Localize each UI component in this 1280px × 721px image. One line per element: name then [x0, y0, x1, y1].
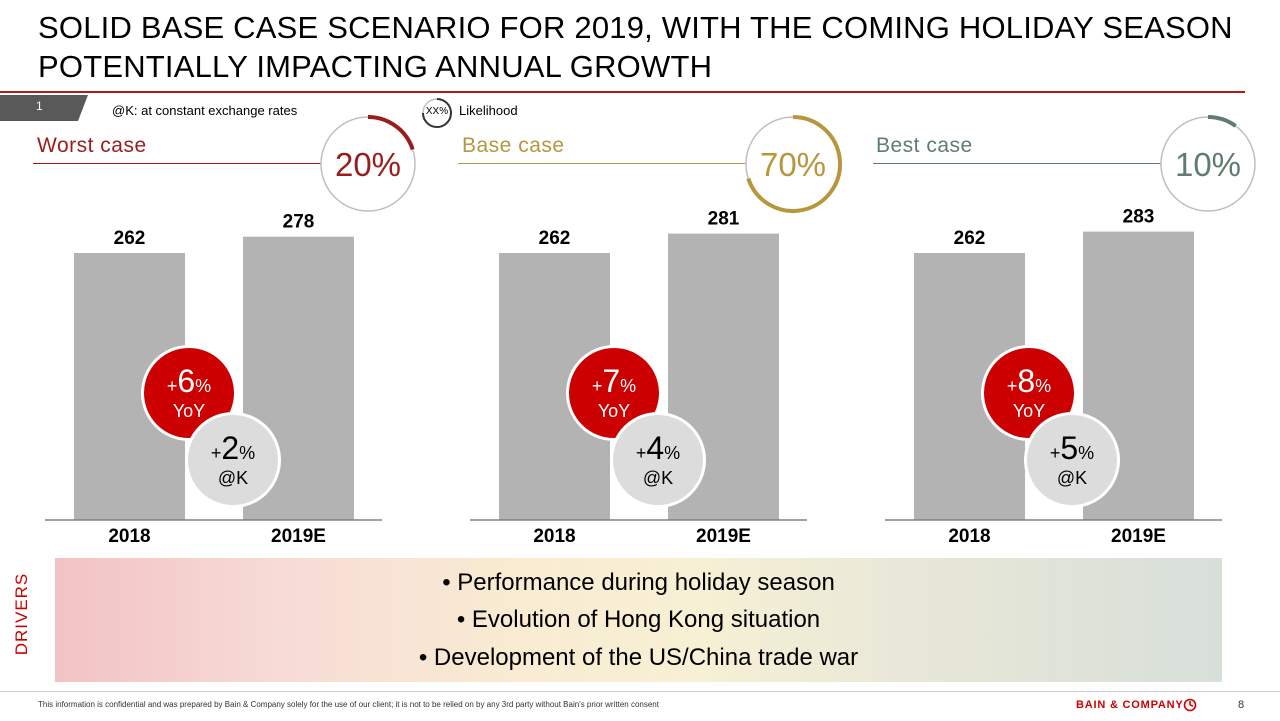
likelihood-value-best-case: 10% — [1174, 146, 1242, 183]
panel-rule-best-case — [873, 163, 1163, 164]
likelihood-legend-label: Likelihood — [459, 103, 518, 118]
page-tab-shape — [0, 95, 88, 121]
yoy-growth-value-worst-case: +6% — [166, 363, 212, 399]
likelihood-ring-worst-case — [320, 115, 416, 212]
driver-item: • Evolution of Hong Kong situation — [456, 606, 821, 633]
bar-value-label: 262 — [539, 228, 571, 249]
likelihood-legend-icon-label: XX% — [425, 106, 449, 117]
yoy-growth-label-best-case: YoY — [1012, 401, 1046, 421]
likelihood-ring-base-case — [745, 115, 842, 213]
page-tab-number: 1 — [36, 99, 43, 113]
yoy-growth-bubble-worst-case: +6% YoY — [141, 345, 237, 441]
yoy-growth-value-base-case: +7% — [591, 363, 637, 399]
driver-item: • Performance during holiday season — [442, 569, 835, 596]
bar-value-label: 283 — [1123, 207, 1155, 228]
fx-growth-label-base-case: @K — [642, 468, 674, 488]
title-divider — [0, 91, 1245, 93]
x-tick-label: 2019E — [271, 526, 326, 547]
x-tick-label: 2018 — [948, 526, 990, 547]
company-logo: BAIN & COMPANY — [1076, 699, 1184, 711]
fx-growth-value-worst-case: +2% — [210, 430, 256, 466]
company-logo-icon — [1183, 698, 1197, 712]
likelihood-value-base-case: 70% — [759, 146, 827, 183]
bar-value-label: 262 — [114, 228, 146, 249]
x-tick-label: 2018 — [108, 526, 150, 547]
drivers-box: • Performance during holiday season • Ev… — [55, 558, 1222, 682]
likelihood-value-worst-case: 20% — [334, 146, 402, 183]
footer-disclaimer: This information is confidential and was… — [38, 700, 659, 709]
footer-divider — [0, 691, 1280, 692]
likelihood-ring-arc — [367, 115, 415, 151]
page-tab: 1 — [0, 95, 88, 121]
bar-value-label: 281 — [708, 209, 740, 230]
driver-item: • Development of the US/China trade war — [418, 644, 859, 671]
x-tick-label: 2019E — [1111, 526, 1166, 547]
fx-growth-bubble-worst-case: +2% @K — [185, 412, 281, 508]
x-tick-label: 2018 — [533, 526, 575, 547]
x-tick-label: 2019E — [696, 526, 751, 547]
likelihood-ring-best-case — [1160, 115, 1256, 212]
yoy-growth-value-best-case: +8% — [1006, 363, 1052, 399]
constant-fx-note: @K: at constant exchange rates — [112, 103, 298, 118]
fx-growth-label-best-case: @K — [1056, 468, 1088, 488]
fx-growth-value-base-case: +4% — [635, 430, 681, 466]
drivers-label: DRIVERS — [2, 560, 42, 670]
panel-title-worst-case: Worst case — [37, 134, 147, 157]
fx-growth-bubble-base-case: +4% @K — [610, 412, 706, 508]
fx-growth-value-best-case: +5% — [1049, 430, 1095, 466]
panel-title-base-case: Base case — [462, 134, 565, 157]
page-title: SOLID BASE CASE SCENARIO FOR 2019, WITH … — [38, 10, 1233, 84]
bar-value-label: 278 — [283, 212, 315, 233]
yoy-growth-label-base-case: YoY — [597, 401, 631, 421]
panel-title-best-case: Best case — [876, 134, 973, 157]
likelihood-ring-arc — [746, 115, 842, 213]
page-number: 8 — [1238, 699, 1245, 711]
fx-growth-bubble-best-case: +5% @K — [1024, 412, 1120, 508]
likelihood-ring-arc — [1207, 115, 1237, 128]
yoy-growth-label-worst-case: YoY — [172, 401, 206, 421]
panel-rule-worst-case — [33, 163, 323, 164]
panel-rule-base-case — [458, 163, 748, 164]
likelihood-legend-icon — [422, 98, 452, 128]
bar-value-label: 262 — [954, 228, 986, 249]
drivers-label-text: DRIVERS — [12, 572, 31, 656]
fx-growth-label-worst-case: @K — [217, 468, 249, 488]
